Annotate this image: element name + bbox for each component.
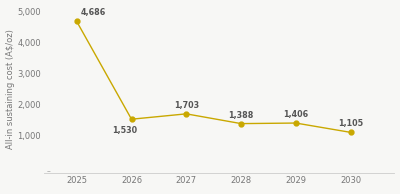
Y-axis label: All-in sustaining cost (A$/oz): All-in sustaining cost (A$/oz)	[6, 29, 14, 149]
Text: 1,105: 1,105	[338, 119, 363, 128]
Text: 1,703: 1,703	[174, 101, 199, 110]
Text: –: –	[47, 167, 50, 176]
Text: 1,530: 1,530	[112, 126, 138, 135]
Text: 1,388: 1,388	[228, 111, 254, 120]
Text: 4,686: 4,686	[81, 9, 106, 17]
Text: 1,406: 1,406	[283, 110, 308, 119]
